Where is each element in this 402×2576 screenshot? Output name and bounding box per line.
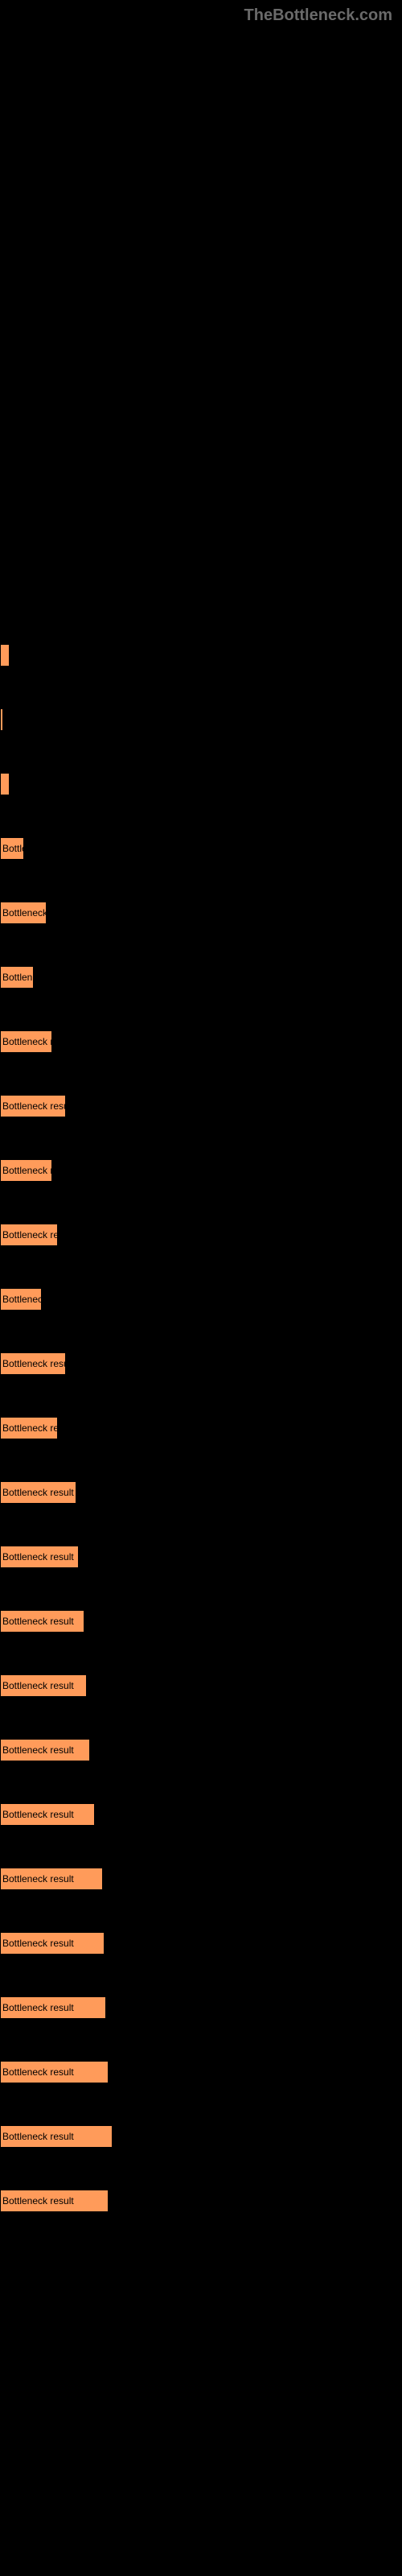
bar-row: Bottleneck result	[0, 2125, 402, 2148]
bar-row: Bottleneck result	[0, 2190, 402, 2212]
bar: Bottleneck re	[0, 1417, 58, 1439]
bar-label: Bottleneck	[2, 907, 47, 919]
bar: Bottleneck result	[0, 1803, 95, 1826]
bar-label: Bottleneck re	[2, 1229, 58, 1241]
bar-row: Bottleneck result	[0, 1803, 402, 1826]
bar-row: Bottleneck result	[0, 1868, 402, 1890]
bar	[0, 708, 3, 731]
bar: Bottleneck	[0, 902, 47, 924]
bar-row: Bottlen	[0, 966, 402, 989]
bar-label: Bottleneck re	[2, 1422, 58, 1434]
bar-label: Bottleneck resu	[2, 1100, 66, 1112]
bar-label: Bottleneck result	[2, 2066, 74, 2078]
bar: Bottleneck re	[0, 1224, 58, 1246]
bar-row: Bottleneck resu	[0, 1095, 402, 1117]
bar-label: Bottlenec	[2, 1294, 42, 1305]
bar-row: Bottleneck result	[0, 1932, 402, 1955]
bar: Bottleneck result	[0, 2125, 113, 2148]
bar: Bottleneck r	[0, 1030, 52, 1053]
bar: Bottleneck result	[0, 2061, 109, 2083]
bar	[0, 773, 10, 795]
bar-label: Bottleneck result	[2, 2002, 74, 2013]
bar-label: Bottleneck result	[2, 2131, 74, 2142]
bar-label: Bottleneck result	[2, 2195, 74, 2207]
bar-row: Bottleneck result	[0, 1674, 402, 1697]
bar: Bottleneck result	[0, 1546, 79, 1568]
bar: Bottleneck result	[0, 1868, 103, 1890]
bar: Bottleneck resu	[0, 1352, 66, 1375]
bar-row: Bottlenec	[0, 1288, 402, 1311]
top-spacer	[0, 0, 402, 644]
bar: Bottlen	[0, 966, 34, 989]
bar-label: Bottleneck result	[2, 1616, 74, 1627]
bar: Bottleneck result	[0, 1996, 106, 2019]
bar-row	[0, 773, 402, 795]
bar-row: Bottleneck re	[0, 1417, 402, 1439]
bar: Bottlenec	[0, 1288, 42, 1311]
bar-row: Bottleneck result	[0, 1610, 402, 1633]
bar-row: Bottleneck result	[0, 1481, 402, 1504]
bar-label: Bottle	[2, 843, 24, 854]
watermark-text: TheBottleneck.com	[244, 6, 392, 25]
bar: Bottleneck resu	[0, 1095, 66, 1117]
bar-label: Bottleneck result	[2, 1680, 74, 1691]
bar-row: Bottleneck result	[0, 1546, 402, 1568]
bar-row	[0, 708, 402, 731]
bar-row: Bottleneck re	[0, 1224, 402, 1246]
bar: Bottleneck result	[0, 1674, 87, 1697]
bar-row: Bottleneck r	[0, 1030, 402, 1053]
bar-label: Bottleneck result	[2, 1551, 74, 1563]
bar-row: Bottleneck result	[0, 1739, 402, 1761]
bar-label: Bottleneck result	[2, 1938, 74, 1949]
bar: Bottle	[0, 837, 24, 860]
bar-row: Bottleneck result	[0, 2061, 402, 2083]
bar-label: Bottleneck resu	[2, 1358, 66, 1369]
bar-label: Bottleneck result	[2, 1744, 74, 1756]
bar-label: Bottleneck r	[2, 1165, 52, 1176]
bar: Bottleneck result	[0, 1481, 76, 1504]
bar: Bottleneck result	[0, 1739, 90, 1761]
bar-label: Bottleneck r	[2, 1036, 52, 1047]
bar-label: Bottlen	[2, 972, 32, 983]
bar-row	[0, 644, 402, 667]
bar: Bottleneck result	[0, 1610, 84, 1633]
bar	[0, 644, 10, 667]
bar-label: Bottleneck result	[2, 1809, 74, 1820]
bar-label: Bottleneck result	[2, 1873, 74, 1885]
bar: Bottleneck r	[0, 1159, 52, 1182]
bar-row: Bottleneck	[0, 902, 402, 924]
bar-chart: Bottle Bottleneck Bottlen Bottleneck r Bottl…	[0, 644, 402, 2212]
bar: Bottleneck result	[0, 2190, 109, 2212]
bar-label: Bottleneck result	[2, 1487, 74, 1498]
bar: Bottleneck result	[0, 1932, 105, 1955]
bar-row: Bottleneck result	[0, 1996, 402, 2019]
bar-row: Bottleneck resu	[0, 1352, 402, 1375]
bar-row: Bottleneck r	[0, 1159, 402, 1182]
bar-row: Bottle	[0, 837, 402, 860]
